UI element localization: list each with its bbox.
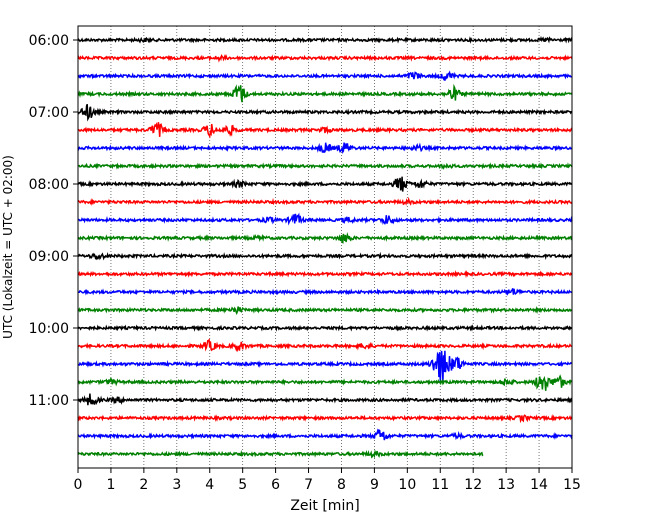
seismogram-trace [77,142,573,154]
seismogram-trace [77,350,573,383]
seismogram-trace [77,212,573,226]
x-tick-label: 1 [106,477,115,493]
seismogram-trace [77,103,573,122]
x-tick-label: 13 [497,477,515,493]
seismogram-trace [77,288,573,296]
y-tick-label: 11:00 [29,393,69,409]
seismogram-trace [77,83,573,103]
seismogram-trace [77,338,573,353]
x-tick-label: 3 [172,477,181,493]
seismogram-trace [77,251,573,261]
seismogram-trace [77,324,573,332]
seismogram-trace [77,305,573,316]
x-tick-label: 7 [304,477,313,493]
seismogram-trace [77,374,573,391]
x-tick-label: 2 [139,477,148,493]
x-tick-label: 5 [238,477,247,493]
seismogram-trace [77,393,573,406]
y-tick-label: 07:00 [29,105,69,121]
x-tick-label: 11 [431,477,449,493]
y-tick-label: 06:00 [29,33,69,49]
seismogram-trace [77,449,484,459]
x-tick-label: 8 [337,477,346,493]
seismogram-trace [77,270,573,279]
seismogram-trace [77,53,573,63]
seismogram-trace [77,196,573,206]
seismogram-trace [77,413,573,424]
seismogram-traces [77,35,573,459]
x-tick-label: 0 [74,477,83,493]
x-axis: 0 1 2 3 4 5 6 7 8 9 10 11 12 13 14 15 [74,468,581,493]
x-tick-label: 14 [530,477,548,493]
seismogram-trace [77,70,572,81]
x-axis-label: Zeit [min] [290,498,359,514]
x-tick-label: 9 [370,477,379,493]
x-tick-label: 12 [464,477,482,493]
y-tick-label: 10:00 [29,321,69,337]
seismogram-trace [77,35,573,44]
y-tick-label: 09:00 [29,249,69,265]
x-tick-label: 10 [398,477,416,493]
plot-frame [77,25,573,469]
y-tick-label: 08:00 [29,177,69,193]
x-tick-label: 15 [563,477,581,493]
seismogram-trace [77,428,573,441]
seismogram-trace [77,122,573,139]
seismogram-trace [77,231,573,244]
y-axis-label: UTC (Lokalzeit = UTC + 02:00) [1,155,15,339]
x-tick-label: 4 [205,477,214,493]
x-tick-label: 6 [271,477,280,493]
seismogram-trace [77,162,573,170]
seismogram-trace [77,176,573,192]
y-axis: 06:00 07:00 08:00 09:00 10:00 11:00 [29,33,78,409]
